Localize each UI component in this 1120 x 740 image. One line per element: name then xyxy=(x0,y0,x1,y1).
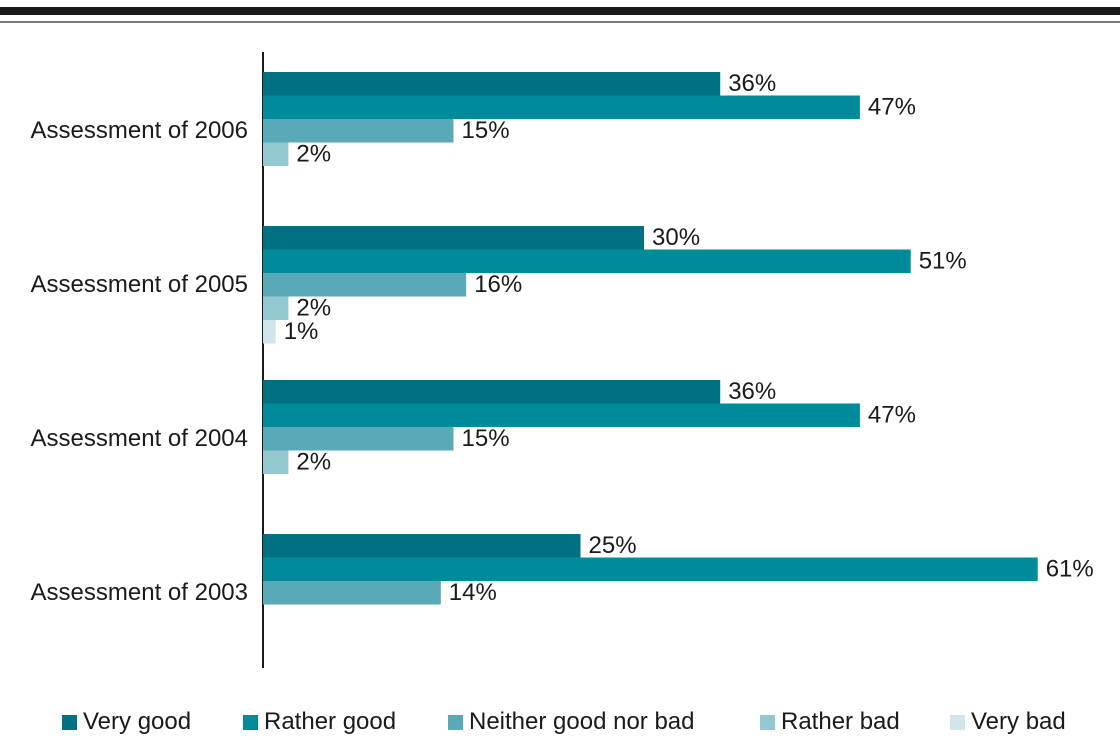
bar xyxy=(263,142,289,166)
legend-item: Neither good nor bad xyxy=(448,708,695,736)
bar xyxy=(263,380,721,404)
bar xyxy=(263,557,1038,581)
data-label: 15% xyxy=(462,117,510,144)
category-label: Assessment of 2006 xyxy=(31,117,248,144)
legend-item: Very good xyxy=(62,708,191,736)
legend-label: Very bad xyxy=(971,708,1066,735)
data-label: 61% xyxy=(1046,556,1094,583)
data-label: 36% xyxy=(728,378,776,405)
legend-swatch xyxy=(62,714,77,730)
bar xyxy=(263,249,911,273)
bar xyxy=(263,226,644,250)
legend-label: Rather bad xyxy=(781,708,900,735)
legend-item: Very bad xyxy=(950,708,1066,736)
bar xyxy=(263,450,289,474)
header-rule-thin xyxy=(0,21,1120,23)
category-label: Assessment of 2005 xyxy=(31,271,248,298)
legend-label: Very good xyxy=(83,708,192,735)
data-label: 36% xyxy=(728,70,776,97)
bar xyxy=(263,403,860,427)
header-rule-thick xyxy=(0,7,1120,15)
data-label: 15% xyxy=(462,425,510,452)
bar xyxy=(263,581,441,605)
legend-swatch xyxy=(448,714,463,730)
category-label: Assessment of 2003 xyxy=(31,579,248,606)
bar xyxy=(263,427,454,451)
data-label: 2% xyxy=(296,141,331,168)
data-label: 47% xyxy=(868,94,916,121)
bar xyxy=(263,72,721,96)
data-label: 30% xyxy=(652,224,700,251)
data-label: 1% xyxy=(284,318,319,345)
bar xyxy=(263,119,454,143)
legend-swatch xyxy=(243,714,258,730)
data-label: 25% xyxy=(589,532,637,559)
legend-item: Rather bad xyxy=(760,708,900,736)
data-label: 2% xyxy=(296,295,331,322)
bar xyxy=(263,296,289,320)
data-label: 51% xyxy=(919,248,967,275)
legend-label: Rather good xyxy=(264,708,397,735)
data-label: 14% xyxy=(449,579,497,606)
legend-item: Rather good xyxy=(243,708,396,736)
bar xyxy=(263,273,467,297)
data-label: 2% xyxy=(296,449,331,476)
bar xyxy=(263,534,581,558)
bar xyxy=(263,95,860,119)
legend-label: Neither good nor bad xyxy=(469,708,695,735)
data-label: 16% xyxy=(474,271,522,298)
legend-swatch xyxy=(760,714,775,730)
data-label: 47% xyxy=(868,402,916,429)
bar-chart: Assessment of 2006 36% 47% 15% 2% Assessment … xyxy=(31,52,1094,668)
category-label: Assessment of 2004 xyxy=(31,425,248,452)
bar xyxy=(263,320,276,344)
legend-swatch xyxy=(950,714,965,730)
chart-legend: Very good Rather good Neither good nor bad… xyxy=(0,708,1120,740)
